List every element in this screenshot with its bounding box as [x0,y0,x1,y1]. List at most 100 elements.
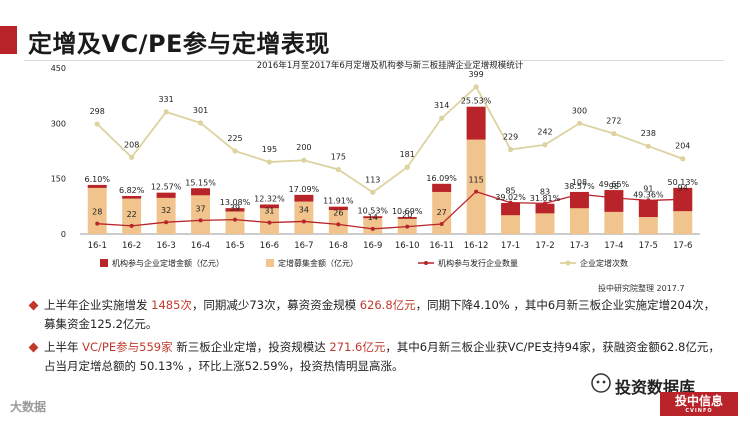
share-data-label: 49.65% [599,180,630,189]
y-tick-label: 300 [51,119,66,128]
y-tick-label: 450 [51,64,66,73]
share-data-label: 17.09% [289,185,320,194]
bar-total [363,216,383,234]
summary-bullet: 上半年 VC/PE参与559家 新三板企业定增，投资规模达 271.6亿元，其中… [28,338,720,376]
series-times-point [129,154,135,160]
series-count-point [439,222,444,227]
highlight-text: 1485次 [151,298,192,312]
bullet-text: ，同期下降4.10% ，其中6月新三板企业实施定增204次，募集资金125.2亿… [44,298,716,331]
times-data-label: 300 [572,106,587,115]
x-tick-label: 16-3 [156,241,175,251]
bar-top [328,206,348,211]
times-data-label: 181 [400,150,415,159]
x-tick-label: 16-1 [88,241,107,251]
share-data-label: 6.10% [85,175,111,184]
bar-top [466,106,486,140]
share-data-label: 10.69% [392,207,423,216]
count-data-label: 32 [161,206,171,215]
times-data-label: 229 [503,133,518,142]
times-data-label: 331 [158,95,173,104]
share-data-label: 39.02% [495,193,526,202]
highlight-text: 271.6亿元 [329,340,386,354]
times-data-label: 208 [124,140,139,149]
x-tick-label: 17-4 [604,241,623,251]
bar-top [397,217,417,219]
series-count-point [611,195,616,200]
bullet-marker-icon [28,342,39,353]
bullet-text: 新三板企业定增，投资规模达 [172,340,330,354]
bar-total [156,192,176,234]
bar-top [501,203,521,216]
series-count-point [233,217,237,222]
page-title: 定增及VC/PE参与定增表现 [28,30,330,58]
share-data-label: 31.81% [530,194,561,203]
legend-label: 机构参与发行企业数量 [438,258,518,268]
count-data-label: 39 [230,204,240,213]
series-times-point [197,120,204,126]
logo-text: 投中信息 [674,394,723,408]
count-data-label: 115 [468,176,483,185]
series-times-point [301,157,307,163]
bar-top [535,203,555,214]
highlight-text: 626.8亿元 [359,298,416,312]
series-count-point [164,220,169,225]
times-data-label: 175 [331,152,346,161]
series-times-point [611,131,617,137]
count-data-label: 28 [92,208,102,217]
legend-swatch-point [565,260,571,266]
x-tick-label: 17-3 [570,241,589,251]
bar-top [122,196,142,199]
series-count-point [336,222,341,227]
bar-total [259,204,279,234]
series-count-point [370,226,375,231]
count-data-label: 27 [437,208,447,217]
footer-watermark: 大数据 [10,400,47,414]
series-times-point [507,146,514,153]
series-count-point [508,200,513,205]
series-times-point [473,84,479,90]
x-tick-label: 16-12 [464,241,489,251]
series-times-point [335,166,341,173]
legend-swatch [100,259,108,267]
bar-top [225,208,245,212]
count-data-label: 22 [127,210,137,219]
count-data-label: 37 [195,204,205,213]
times-data-label: 113 [365,175,380,184]
x-tick-label: 17-2 [535,241,554,251]
times-data-label: 301 [193,106,208,115]
bar-top [87,184,107,188]
series-times-point [404,164,410,170]
bar-top [604,190,624,212]
series-times-point [266,159,273,165]
times-data-label: 204 [675,142,690,151]
x-tick-label: 17-6 [673,241,692,251]
x-tick-label: 16-6 [260,241,279,251]
bar-top [191,188,211,196]
series-times-point [645,143,651,149]
series-times-point [94,121,100,127]
title-bar: 定增及VC/PE参与定增表现 [0,22,750,62]
count-data-label: 91 [643,184,653,193]
share-data-label: 10.53% [358,206,389,215]
series-count-point [577,192,582,197]
share-data-label: 13.08% [220,198,251,207]
count-data-label: 108 [572,178,587,187]
bar-total [328,206,348,234]
series-times-point [232,148,238,154]
count-data-label: 94 [678,183,688,192]
bar-top [294,194,314,202]
bar-top [432,183,452,192]
x-tick-label: 17-5 [639,241,658,251]
series-times-point [439,115,445,121]
x-tick-label: 16-8 [329,241,348,251]
bar-total [191,188,211,234]
share-data-label: 15.15% [185,178,216,187]
share-data-label: 50.13% [668,178,699,187]
bar-total [87,184,107,234]
share-data-label: 49.36% [633,190,664,199]
count-data-label: 31 [264,207,274,216]
share-data-label: 12.32% [254,194,285,203]
series-count-point [474,189,479,194]
bar-top [638,200,658,218]
title-divider [24,60,724,61]
